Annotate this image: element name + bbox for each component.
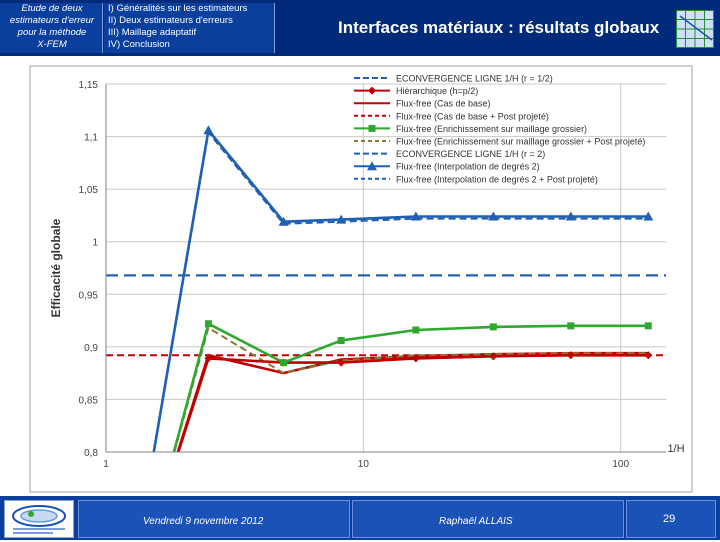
series-line [173, 326, 649, 452]
data-point-diamond [337, 358, 346, 367]
legend-label: Flux-free (Cas de base) [396, 99, 491, 109]
data-point-square [337, 337, 345, 345]
slide-header: Etude de deux estimateurs d'erreur pour … [0, 0, 720, 56]
study-box [0, 3, 103, 53]
y-axis-label: Efficacité globale [49, 218, 63, 317]
series-line [172, 320, 652, 452]
grid-logo-icon [676, 10, 714, 48]
data-point-triangle [367, 161, 377, 171]
series-line [152, 130, 649, 452]
study-line: estimateurs d'erreur [9, 15, 95, 26]
data-point-triangle [203, 125, 214, 135]
axes [105, 84, 666, 453]
legend: ECONVERGENCE LIGNE 1/H (r = 1/2) Hiérarch… [354, 74, 645, 184]
outline-box [104, 3, 275, 53]
legend-label: Flux-free (Interpolation de degrés 2) [396, 162, 540, 172]
data-point-triangle [643, 211, 654, 221]
data-point-triangle [565, 211, 576, 221]
data-point-triangle [410, 211, 421, 221]
y-tick-label: 0,8 [84, 448, 98, 459]
data-point-diamond [566, 351, 575, 360]
outline-item[interactable]: IV) Conclusion [108, 39, 170, 50]
outline-list: I) Généralités sur les estimateurs II) D… [108, 3, 272, 51]
data-point-square [412, 326, 420, 334]
outline-item[interactable]: II) Deux estimateurs d'erreurs [108, 15, 233, 26]
chart: 0,8 0,85 0,9 0,95 1 1,05 1,1 1,15 1 10 100 Efficac… [29, 65, 693, 493]
page-box [626, 500, 716, 538]
data-point-square [280, 359, 288, 367]
y-tick-label: 1,05 [79, 185, 99, 196]
data-point-square [204, 320, 212, 328]
outline-item[interactable]: I) Généralités sur les estimateurs [108, 3, 248, 14]
data-point-square [368, 124, 376, 132]
x-tick-label: 10 [358, 459, 370, 470]
legend-label: Hiérarchique (h=p/2) [396, 86, 478, 96]
data-point-diamond [644, 351, 653, 360]
legend-label: Flux-free (Cas de base + Post projeté) [396, 111, 549, 121]
series-path [173, 326, 649, 452]
y-tick-label: 1,1 [84, 133, 98, 144]
x-axis-label: 1/H [667, 443, 684, 455]
series-path [176, 353, 649, 452]
data-point-diamond [411, 354, 420, 363]
x-tick-label: 1 [103, 459, 109, 470]
study-line: X-FEM [37, 39, 67, 50]
slide-title: Interfaces matériaux : résultats globaux [338, 18, 660, 37]
series-line [152, 125, 654, 452]
series-layer [106, 125, 666, 452]
study-line: Etude de deux [21, 3, 83, 14]
legend-label: ECONVERGENCE LIGNE 1/H (r = 2) [396, 149, 545, 159]
series-line [176, 351, 653, 452]
page-number: 29 [663, 513, 676, 525]
chart-frame [29, 65, 693, 493]
data-point-square [567, 322, 575, 330]
date-box [78, 500, 350, 538]
y-tick-label: 0,95 [79, 290, 99, 301]
data-point-diamond [489, 352, 498, 361]
gem-logo [4, 500, 74, 538]
series-path [152, 127, 649, 452]
legend-label: Flux-free (Enrichissement sur maillage g… [396, 124, 587, 134]
author-box [352, 500, 624, 538]
data-point-triangle [488, 211, 499, 221]
footer-author: Raphaël ALLAIS [439, 516, 513, 527]
study-line: pour la méthode [17, 27, 87, 38]
x-tick-label: 100 [612, 459, 629, 470]
legend-label: Flux-free (Interpolation de degrés 2 + P… [396, 174, 598, 184]
outline-item[interactable]: III) Maillage adaptatif [108, 27, 197, 38]
y-tick-label: 0,9 [84, 343, 98, 354]
data-point-triangle [278, 216, 289, 226]
series-path [172, 321, 649, 452]
y-tick-label: 0,85 [79, 395, 99, 406]
y-tick-label: 1,15 [79, 80, 99, 91]
data-point-square [644, 322, 652, 330]
tick-labels: 0,8 0,85 0,9 0,95 1 1,05 1,1 1,15 1 10 100 [79, 80, 630, 470]
data-point-diamond [204, 354, 213, 363]
study-title: Etude de deux estimateurs d'erreur pour … [2, 3, 102, 53]
data-point-triangle [336, 214, 347, 224]
data-point-diamond [368, 86, 376, 95]
series-path [152, 130, 649, 452]
data-point-square [489, 323, 497, 331]
footer-date: Vendredi 9 novembre 2012 [143, 516, 264, 527]
y-tick-label: 1 [92, 238, 98, 249]
legend-label: ECONVERGENCE LIGNE 1/H (r = 1/2) [396, 74, 553, 84]
legend-label: Flux-free (Enrichissement sur maillage g… [396, 137, 645, 147]
